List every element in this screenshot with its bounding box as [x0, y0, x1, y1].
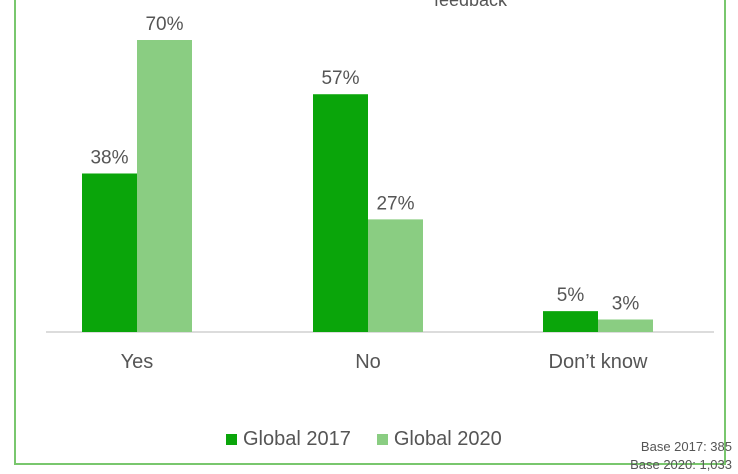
bar-global-2020-no [368, 219, 423, 332]
value-label-global-2017-don-t-know: 5% [557, 285, 585, 306]
legend-label-global-2020: Global 2020 [393, 427, 502, 450]
category-label-no: No [355, 351, 381, 373]
base-note-2020: Base 2020: 1,033 [630, 457, 732, 472]
bars-layer [82, 40, 653, 332]
value-labels-layer: 38% 70% 57% 27% 5% 3% [90, 14, 639, 314]
bar-global-2020-don-t-know [598, 319, 653, 332]
value-label-global-2020-don-t-know: 3% [612, 293, 640, 314]
category-labels-layer: Yes No Don’t know [121, 351, 648, 373]
value-label-global-2017-yes: 38% [90, 147, 128, 168]
legend-item-global-2020: Global 2020 [376, 427, 502, 451]
legend-swatch-global-2020 [376, 433, 388, 445]
category-label-don-t-know: Don’t know [549, 351, 648, 373]
legend: Global 2017 Global 2020 [226, 426, 502, 452]
legend-label-global-2017: Global 2017 [243, 427, 351, 450]
bar-global-2017-no [313, 94, 368, 332]
legend-swatch-global-2017 [226, 433, 237, 445]
bar-global-2020-yes [137, 40, 192, 332]
base-notes: Base 2017: 385 Base 2020: 1,033 [630, 438, 732, 474]
category-label-yes: Yes [121, 351, 154, 373]
bar-global-2017-yes [82, 173, 137, 332]
chart-frame [14, 0, 726, 465]
legend-item-global-2017: Global 2017 [226, 428, 351, 451]
value-label-global-2017-no: 57% [321, 68, 359, 89]
value-label-global-2020-no: 27% [376, 193, 414, 214]
bar-global-2017-don-t-know [543, 311, 598, 332]
value-label-global-2020-yes: 70% [145, 14, 183, 35]
chart-title-fragment: feedback [434, 0, 508, 10]
base-note-2017: Base 2017: 385 [640, 439, 732, 454]
